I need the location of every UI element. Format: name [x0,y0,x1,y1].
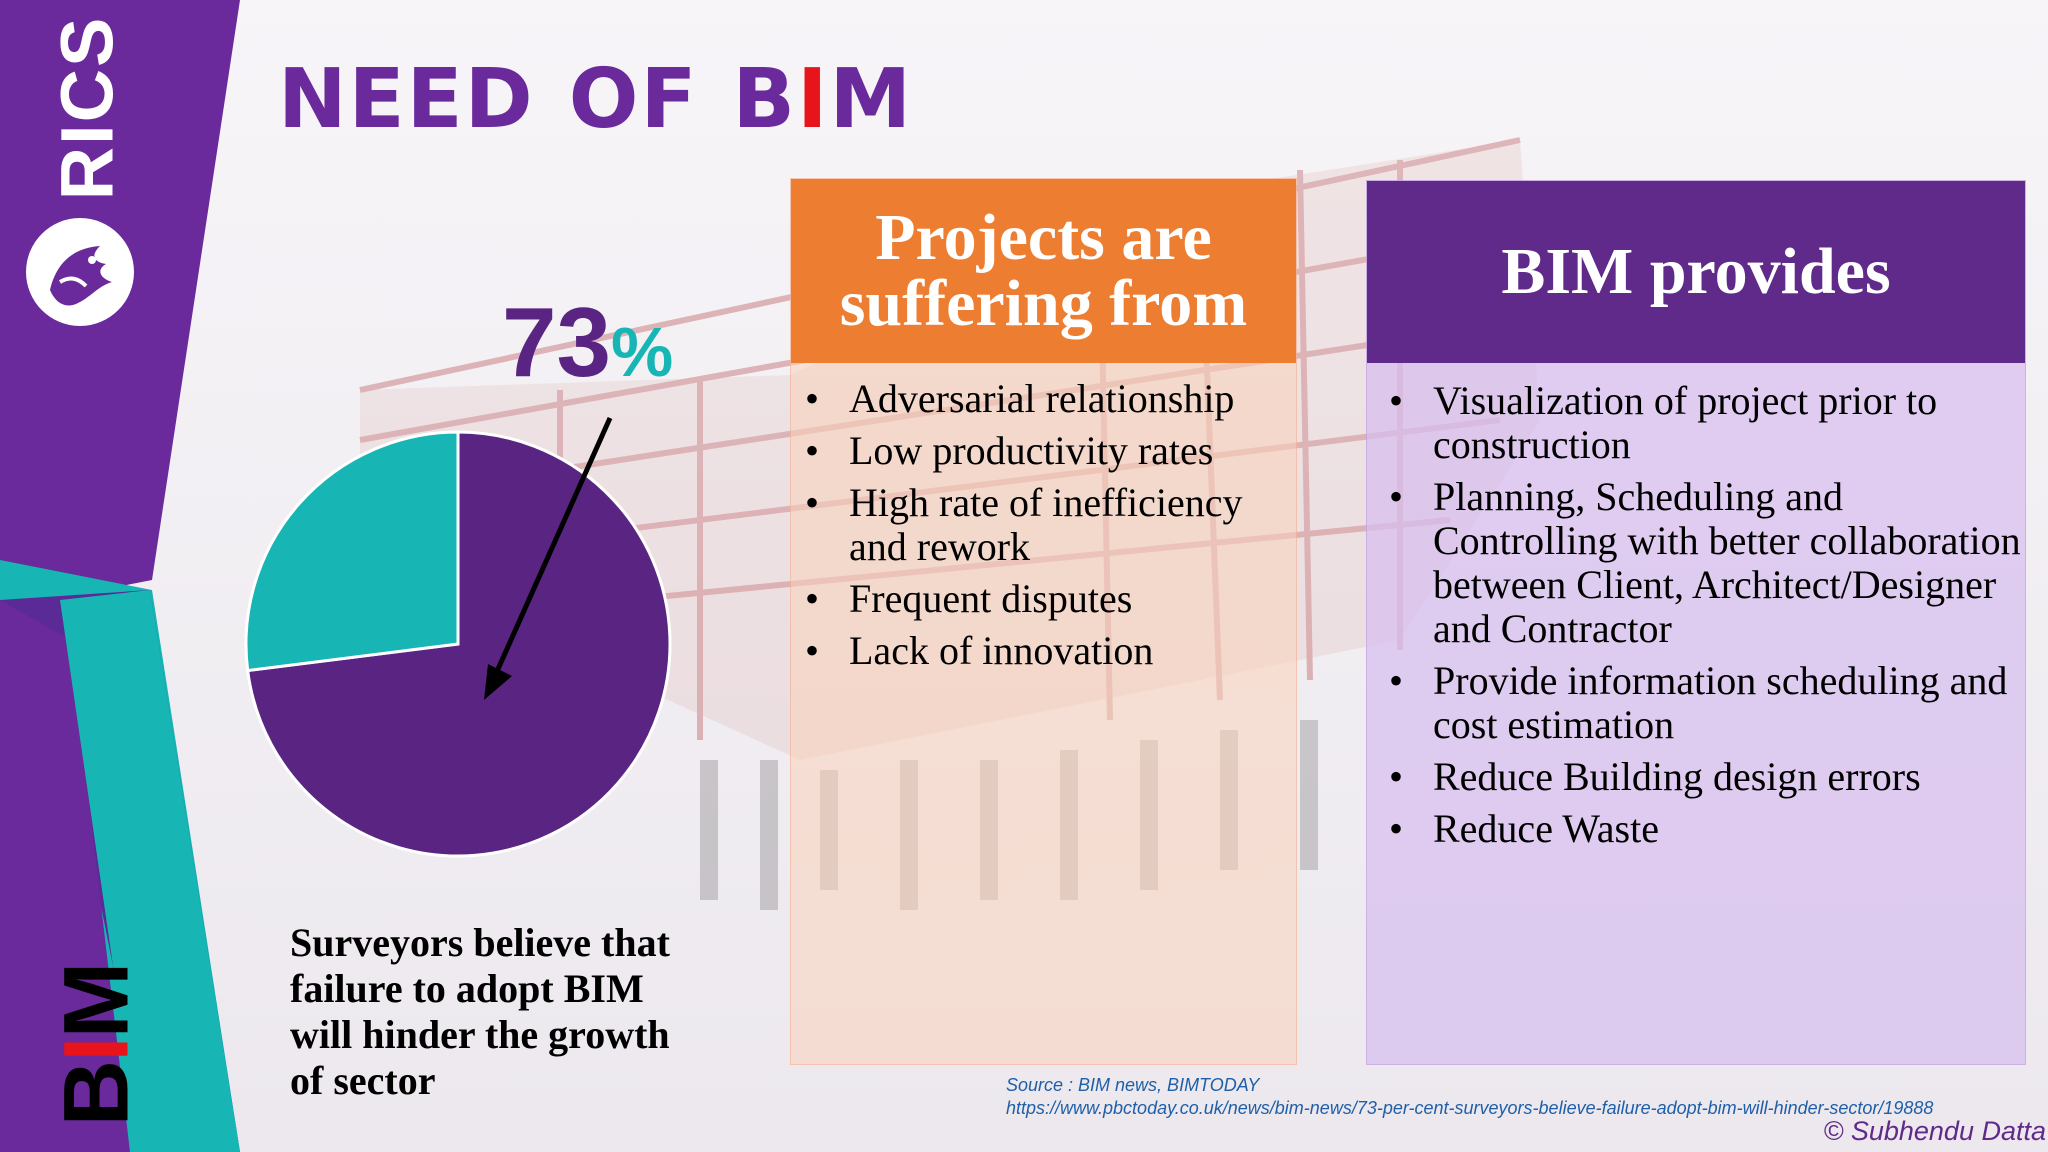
pointer-arrow-line [491,416,613,680]
list-item: Frequent disputes [791,577,1296,622]
bim-provides-header: BIM provides [1367,181,2025,363]
lion-emblem-icon [26,218,134,326]
pointer-arrow-head-icon [484,664,512,700]
rics-logo-text: RICS [45,15,129,201]
page-title: NEED OF BIM [278,52,913,147]
pie-chart [244,416,672,858]
list-item: High rate of inefficiency and rework [791,481,1296,569]
title-letter-m: M [829,52,914,147]
list-item: Low productivity rates [791,429,1296,474]
suffering-panel: Projects are suffering from Adversarial … [790,178,1297,1065]
side-label-m: M [45,963,148,1039]
pie-percent-label: 73% [502,286,673,399]
list-item: Provide information scheduling and cost … [1375,659,2021,747]
source-url-link[interactable]: https://www.pbctoday.co.uk/news/bim-news… [1006,1098,1934,1118]
title-letter-i: I [796,52,830,147]
bim-provides-list: Visualization of project prior to constr… [1375,379,2021,859]
list-item: Lack of innovation [791,629,1296,674]
list-item: Reduce Building design errors [1375,755,2021,800]
list-item: Visualization of project prior to constr… [1375,379,2021,467]
suffering-panel-header: Projects are suffering from [791,179,1296,363]
title-word-need: NEED [278,52,535,147]
title-word-of: OF [568,52,699,147]
bim-side-label: BIM [46,950,148,1140]
side-label-i: I [45,1038,148,1062]
title-letter-b: B [732,52,797,147]
suffering-list: Adversarial relationship Low productivit… [791,377,1296,681]
pie-caption: Surveyors believe that failure to adopt … [290,920,670,1103]
source-label: Source : BIM news, BIMTODAY [1006,1075,1260,1095]
list-item: Planning, Scheduling and Controlling wit… [1375,475,2021,651]
list-item: Reduce Waste [1375,807,2021,852]
pie-slice-1 [244,430,460,673]
list-item: Adversarial relationship [791,377,1296,422]
bim-provides-panel: BIM provides Visualization of project pr… [1366,180,2026,1065]
side-label-b: B [45,1061,148,1127]
percent-symbol: % [611,313,674,391]
percent-number: 73 [502,287,612,397]
source-citation: Source : BIM news, BIMTODAY https://www.… [1006,1074,1933,1120]
author-credit: © Subhendu Datta [1823,1116,2046,1146]
